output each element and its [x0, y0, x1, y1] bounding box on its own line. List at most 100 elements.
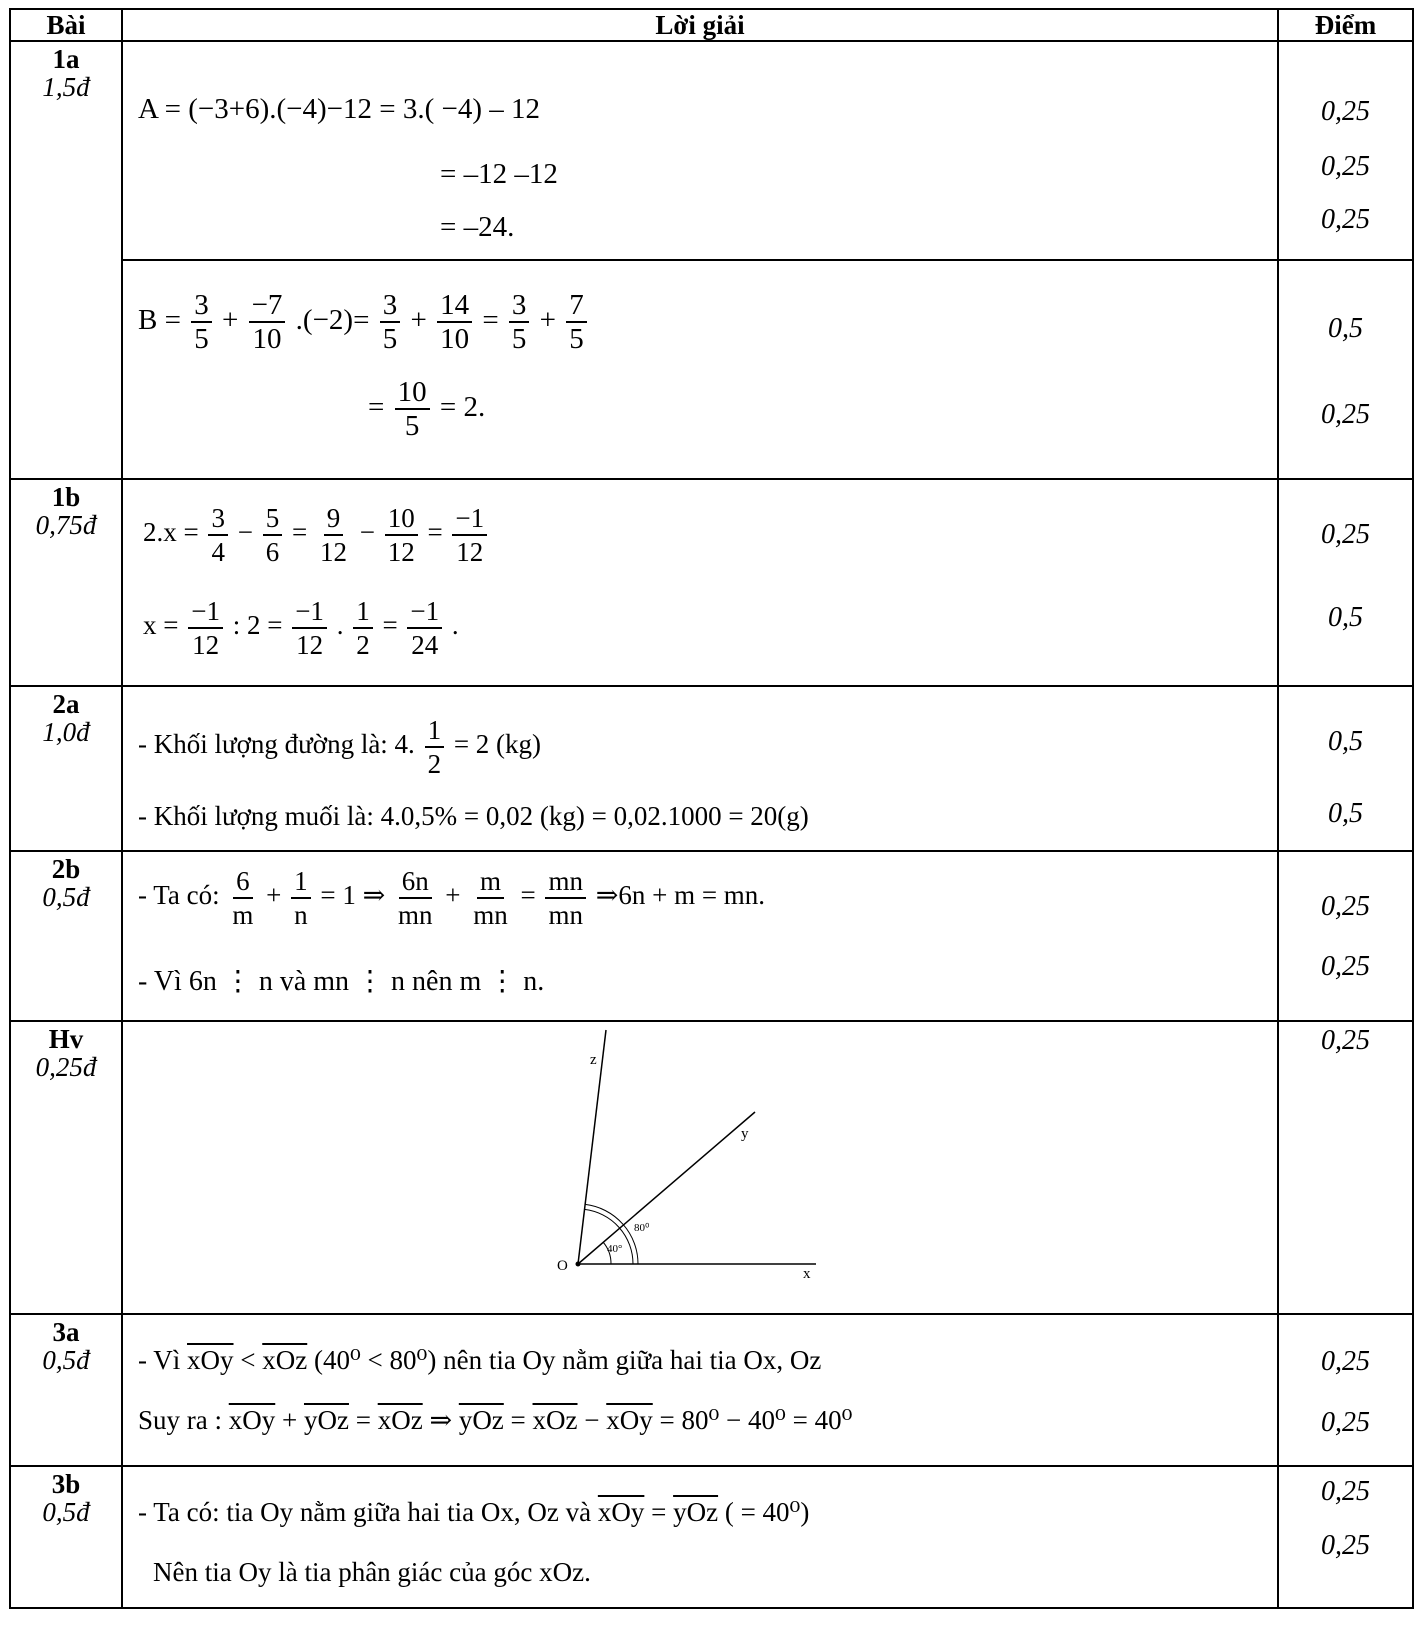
fraction: mn mn — [545, 865, 586, 931]
score: 0,25 — [1321, 1530, 1370, 1561]
text: ( = 40⁰) — [718, 1497, 810, 1527]
text: = — [382, 610, 398, 640]
text: - Khối lượng đường là: 4. — [138, 729, 415, 759]
text: - Ta có: — [138, 880, 220, 910]
divider — [123, 259, 1277, 261]
text: = 1 ⇒ — [320, 880, 386, 910]
solution-line: = 10 5 = 2. — [368, 372, 485, 442]
numerator: 3 — [191, 289, 212, 324]
text: = 2. — [439, 391, 486, 423]
text: . — [336, 610, 344, 640]
text: .(−2)= — [295, 304, 370, 336]
score-cell: 0,25 0,25 — [1277, 1465, 1414, 1609]
solution-line: Suy ra : xOy + yOz = xOz ⇒ yOz = xOz − x… — [138, 1403, 852, 1437]
text: ⇒ — [422, 1405, 459, 1435]
text: . — [451, 610, 459, 640]
bai-cell: 2b 0,5đ — [9, 850, 123, 1022]
numerator: 1 — [291, 865, 311, 899]
denominator: mn — [548, 899, 583, 930]
denominator: 4 — [211, 536, 225, 567]
bai-cell: 3b 0,5đ — [9, 1465, 123, 1609]
bai-points: 1,5đ — [42, 72, 90, 102]
fraction: −1 12 — [292, 595, 327, 661]
bai-cell: Hv 0,25đ — [9, 1020, 123, 1315]
text: Suy ra : — [138, 1405, 229, 1435]
fraction: −7 10 — [248, 289, 286, 355]
numerator: 5 — [262, 502, 283, 536]
arc-80-inner — [584, 1208, 634, 1265]
score: 0,25 — [1321, 1025, 1370, 1056]
text: - Ta có: tia Oy nằm giữa hai tia Ox, Oz … — [138, 1497, 598, 1527]
score: 0,25 — [1321, 891, 1370, 922]
numerator: 14 — [437, 289, 473, 324]
numerator: 3 — [508, 289, 530, 324]
denominator: n — [294, 899, 308, 930]
numerator: 1 — [353, 595, 373, 629]
bai-number: 1b — [51, 482, 81, 512]
numerator: 1 — [424, 714, 445, 748]
text: B = — [138, 304, 189, 336]
angle-yoz: yOz — [458, 1405, 504, 1435]
denominator: 12 — [319, 536, 347, 567]
score-cell: 0,25 0,25 — [1277, 1313, 1414, 1467]
numerator: −1 — [452, 502, 488, 536]
text: + — [539, 304, 557, 336]
score: 0,25 — [1321, 204, 1370, 235]
text: = — [291, 517, 308, 547]
table-row: 1a 1,5đ A = (−3+6).(−4)−12 = 3.( −4) – 1… — [9, 40, 1414, 480]
point-o — [575, 1261, 581, 1267]
bai-number: 3b — [51, 1469, 81, 1499]
bai-cell: 1a 1,5đ — [9, 40, 123, 480]
solution-line: = –12 –12 — [440, 158, 558, 190]
text: = — [482, 304, 499, 336]
score: 0,5 — [1328, 798, 1363, 829]
denominator: 2 — [427, 748, 442, 779]
text: + — [266, 880, 282, 910]
text: = — [644, 1497, 674, 1527]
bai-points: 1,0đ — [42, 717, 90, 747]
fraction: 6n mn — [395, 865, 436, 931]
denominator: mn — [473, 899, 508, 930]
denominator: 5 — [404, 410, 420, 443]
numerator: −7 — [248, 289, 286, 324]
text: = — [348, 1405, 378, 1435]
header-bai: Bài — [9, 8, 123, 42]
numerator: 9 — [323, 502, 344, 536]
solution-cell: - Ta có: tia Oy nằm giữa hai tia Ox, Oz … — [121, 1465, 1279, 1609]
score: 0,25 — [1321, 1407, 1370, 1438]
bai-points: 0,75đ — [35, 510, 97, 540]
header-row: Bài Lời giải Điểm — [9, 8, 1414, 42]
text: ⇒6n + m = mn. — [595, 880, 766, 910]
text: - Vì — [138, 1345, 188, 1375]
bai-number: Hv — [48, 1024, 84, 1054]
denominator: 6 — [265, 536, 280, 567]
angle-xoy: xOy — [228, 1405, 276, 1435]
score: 0,25 — [1321, 519, 1370, 550]
numerator: m — [476, 865, 504, 899]
text: + — [275, 1405, 304, 1435]
bai-cell: 1b 0,75đ — [9, 478, 123, 687]
denominator: 12 — [192, 629, 220, 660]
fraction: m mn — [470, 865, 511, 931]
numerator: −1 — [407, 595, 443, 629]
score-cell: 0,25 0,25 0,25 0,5 0,25 — [1277, 40, 1414, 480]
arc-80-outer — [585, 1203, 639, 1265]
fraction: 10 12 — [384, 502, 418, 568]
bai-number: 2b — [51, 854, 81, 884]
denominator: 5 — [194, 323, 209, 356]
table-row: Hv 0,25đ z y x O 80⁰ 40° 0,25 — [9, 1020, 1414, 1315]
text: + — [221, 304, 239, 336]
text: − — [359, 517, 375, 547]
bai-cell: 2a 1,0đ — [9, 685, 123, 852]
